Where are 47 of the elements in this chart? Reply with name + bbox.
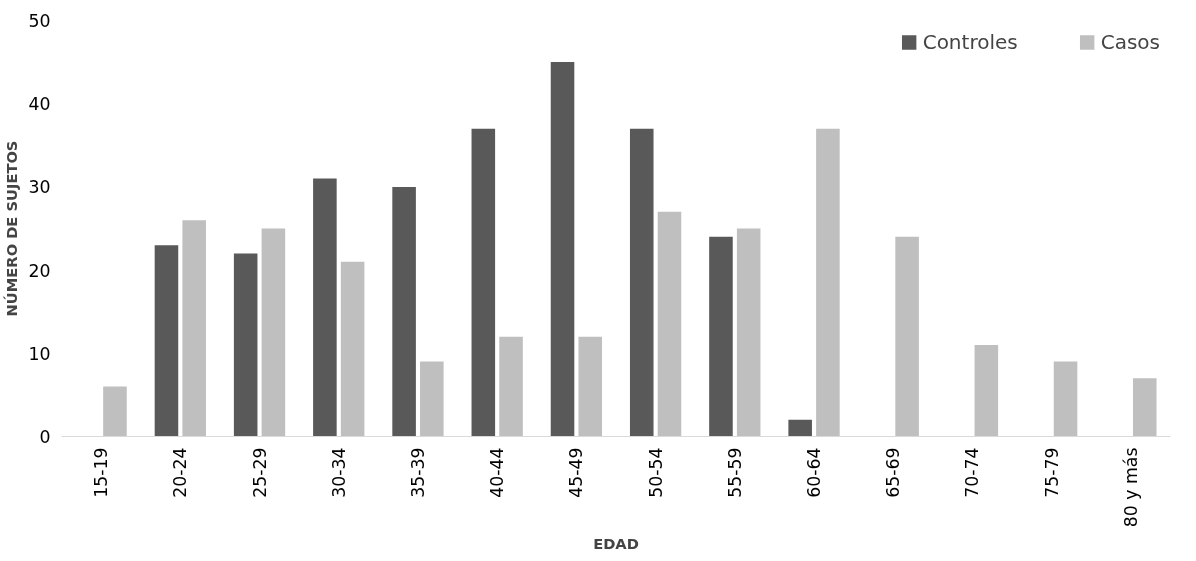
y-tick-label: 0 <box>39 427 51 447</box>
bar <box>974 344 999 437</box>
legend-label: Controles <box>922 30 1018 54</box>
bar <box>550 62 575 437</box>
bar <box>154 245 179 437</box>
bar <box>261 228 286 437</box>
x-tick-label: 35-39 <box>407 447 428 498</box>
bar <box>816 128 840 437</box>
bar <box>709 236 733 437</box>
x-tick-label: 20-24 <box>170 447 191 498</box>
bar <box>313 178 337 437</box>
y-tick-label: 10 <box>28 343 51 364</box>
bar <box>182 220 206 437</box>
bar <box>629 128 654 437</box>
x-tick-label: 75-79 <box>1041 447 1062 498</box>
bar <box>471 128 496 437</box>
bar <box>499 336 523 437</box>
x-tick-label: 50-54 <box>645 447 666 498</box>
bar <box>233 253 258 437</box>
y-tick-label: 20 <box>28 260 51 281</box>
bar <box>420 361 444 437</box>
y-tick-label: 30 <box>28 177 51 198</box>
y-tick-label: 40 <box>28 94 51 115</box>
bar <box>895 236 919 437</box>
x-tick-label: 70-74 <box>962 447 983 498</box>
bar <box>578 336 603 437</box>
x-tick-label: 30-34 <box>328 447 349 498</box>
bar <box>788 419 812 437</box>
bar <box>103 386 127 437</box>
x-axis-title: EDAD <box>593 535 639 553</box>
bar <box>736 228 761 437</box>
bar <box>340 261 365 437</box>
x-tick-label: 80 y más <box>1120 447 1141 528</box>
bar <box>1132 378 1157 437</box>
x-tick-label: 45-49 <box>566 447 587 498</box>
x-tick-label: 55-59 <box>724 447 745 498</box>
x-tick-label: 40-44 <box>487 447 508 498</box>
y-axis-title: NÚMERO DE SUJETOS <box>3 140 21 317</box>
legend-label: Casos <box>1100 30 1160 54</box>
x-tick-label: 25-29 <box>249 447 270 498</box>
x-tick-label: 15-19 <box>91 447 112 498</box>
x-tick-label: 65-69 <box>883 447 904 498</box>
y-tick-label: 50 <box>28 11 51 31</box>
bar <box>392 186 416 437</box>
x-tick-label: 60-64 <box>804 447 825 498</box>
bar <box>657 211 682 437</box>
bar <box>1053 361 1078 437</box>
